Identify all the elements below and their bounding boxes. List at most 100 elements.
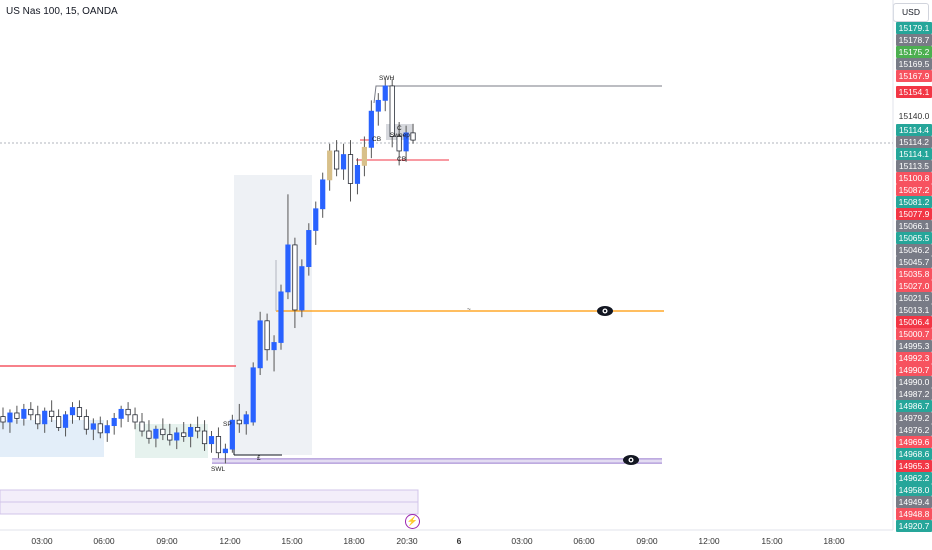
candle-body [76, 407, 83, 417]
price-tag: 15114.4 [896, 124, 932, 136]
candlestick-series [0, 78, 416, 464]
sweep-label: Sweep [390, 132, 410, 139]
price-tag: 14992.3 [896, 352, 932, 364]
time-tick-label: 12:00 [698, 536, 720, 546]
candle-body [327, 150, 333, 181]
price-label: 15140.0 [898, 111, 930, 121]
candle-body [243, 414, 249, 425]
candle-body [42, 410, 48, 425]
price-tag: 15000.7 [896, 328, 932, 340]
time-tick-label: 03:00 [31, 536, 53, 546]
candle-body [56, 416, 62, 428]
price-tag: 15100.8 [896, 172, 932, 184]
candle-body [104, 425, 110, 434]
candle-body [271, 342, 277, 351]
time-tick-label: 06:00 [573, 536, 595, 546]
candle-body [299, 266, 305, 311]
candle-body [222, 448, 228, 454]
candle-body [125, 408, 131, 416]
price-tag: 14990.7 [896, 364, 932, 376]
candle-body [14, 412, 20, 419]
low-marker-label: £ [257, 455, 261, 462]
candle-body [396, 136, 402, 152]
time-tick-label: 18:00 [823, 536, 845, 546]
eye-icon[interactable] [623, 455, 639, 465]
time-tick-label: 09:00 [636, 536, 658, 546]
candle-body [21, 408, 27, 419]
price-tag: 15113.5 [896, 160, 932, 172]
candle-body [28, 408, 34, 416]
price-tag: 15021.5 [896, 292, 932, 304]
candle-body [320, 179, 326, 210]
candle-body [181, 432, 187, 437]
price-tag: 15114.1 [896, 148, 932, 160]
candle-body [146, 430, 152, 439]
candle-body [264, 320, 270, 351]
time-tick-label: 03:00 [511, 536, 533, 546]
candle-body [292, 244, 298, 311]
price-tag: 14965.3 [896, 460, 932, 472]
candle-body [174, 432, 180, 441]
price-tag: 14949.4 [896, 496, 932, 508]
candle-body [368, 110, 374, 148]
candle-body [153, 428, 159, 439]
candle-body [250, 367, 256, 423]
candle-body [7, 412, 13, 423]
candle-body [285, 244, 291, 293]
candle-body [278, 291, 284, 343]
time-tick-label: 15:00 [761, 536, 783, 546]
candle-body [97, 423, 103, 434]
candle-body [375, 99, 381, 112]
swing-low-label: SWL [211, 466, 226, 473]
price-tag: 15006.4 [896, 316, 932, 328]
candle-body [347, 154, 354, 184]
candle-body [313, 208, 319, 231]
price-tag: 15167.9 [896, 70, 932, 82]
price-tag: 15087.2 [896, 184, 932, 196]
level-marker-label: ~ [467, 306, 471, 313]
eye-icon[interactable] [597, 306, 613, 316]
candle-body [111, 417, 117, 427]
price-tag: 14990.0 [896, 376, 932, 388]
price-tag: 14920.7 [896, 520, 932, 532]
candle-body [35, 414, 41, 425]
candle-body [0, 416, 6, 423]
price-tag: 15013.1 [896, 304, 932, 316]
price-tag: 15077.9 [896, 208, 932, 220]
price-tag: 15114.2 [896, 136, 932, 148]
candle-body [229, 419, 235, 450]
price-tag: 15046.2 [896, 244, 932, 256]
candle-body [361, 146, 368, 166]
price-tag: 15154.1 [896, 86, 932, 98]
time-tick-label: 06:00 [93, 536, 115, 546]
candle-body [257, 320, 263, 369]
candle-body [403, 132, 409, 152]
price-tag: 15178.7 [896, 34, 932, 46]
price-tag: 14948.8 [896, 508, 932, 520]
price-tag: 14986.7 [896, 400, 932, 412]
price-tag: 14979.2 [896, 412, 932, 424]
cb-upper-label: CB [372, 136, 382, 143]
price-tag: 15035.8 [896, 268, 932, 280]
price-tag: 14962.2 [896, 472, 932, 484]
candle-body [194, 427, 201, 432]
candle-body [340, 154, 347, 170]
price-tag: 14958.0 [896, 484, 932, 496]
sp-label: SP [223, 421, 232, 428]
chart-title: US Nas 100, 15, OANDA [6, 6, 118, 17]
candle-body [83, 416, 89, 430]
candle-body [354, 165, 361, 184]
impulse-zone-box[interactable] [234, 175, 312, 455]
price-tag: 15065.5 [896, 232, 932, 244]
swing-high-line[interactable] [373, 85, 662, 104]
candle-body [167, 434, 173, 441]
time-tick-label: 6 [456, 536, 462, 546]
price-tag: 15175.2 [896, 46, 932, 58]
candle-body [208, 436, 215, 445]
price-tag: 15027.0 [896, 280, 932, 292]
lightning-icon[interactable]: ⚡ [405, 514, 420, 529]
candle-body [201, 430, 208, 445]
cb-lower-label: CB [397, 156, 407, 163]
price-tag: 15179.1 [896, 22, 932, 34]
